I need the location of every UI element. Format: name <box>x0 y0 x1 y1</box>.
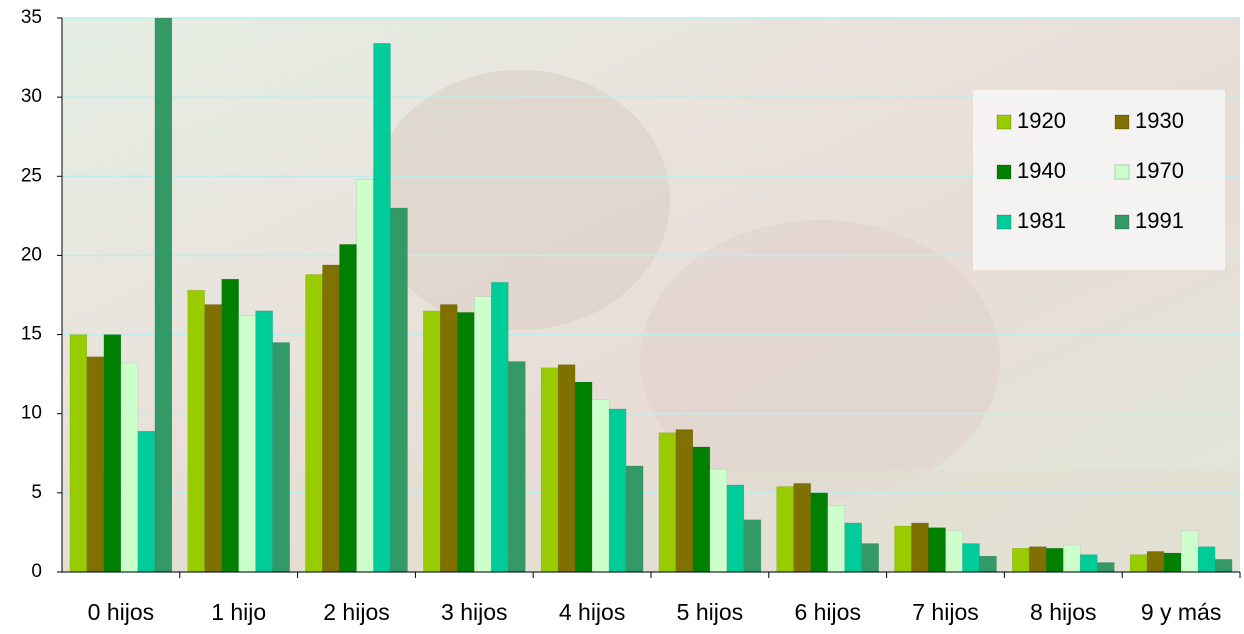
bar <box>120 362 139 573</box>
bar <box>339 244 357 573</box>
bar <box>1146 551 1165 573</box>
legend-label: 1920 <box>1017 108 1066 133</box>
legend-label: 1940 <box>1017 158 1066 183</box>
y-tick-label: 15 <box>21 324 42 345</box>
bar <box>238 315 256 573</box>
x-tick-label: 1 hijo <box>211 599 266 625</box>
legend-label: 1970 <box>1135 158 1184 183</box>
bar <box>423 310 441 573</box>
bar <box>658 432 677 573</box>
legend-swatch <box>1114 114 1130 130</box>
y-tick-label: 30 <box>21 86 42 107</box>
bar <box>1012 548 1030 573</box>
x-tick-label: 5 hijos <box>677 599 743 625</box>
bar <box>204 304 222 573</box>
legend-box <box>973 90 1225 270</box>
bar <box>272 342 290 573</box>
bar <box>305 274 323 573</box>
legend-label: 1991 <box>1135 208 1184 233</box>
y-tick-label: 35 <box>21 7 42 28</box>
bar <box>1063 544 1081 573</box>
x-tick-label: 8 hijos <box>1030 599 1096 625</box>
bar <box>709 468 728 573</box>
x-tick-label: 0 hijos <box>88 599 154 625</box>
y-tick-label: 10 <box>21 403 42 424</box>
legend-swatch <box>996 164 1012 180</box>
bar <box>726 484 745 573</box>
bar <box>979 555 997 573</box>
bar <box>810 492 828 573</box>
bar <box>591 399 610 573</box>
bar <box>675 429 694 573</box>
y-tick-label: 20 <box>21 244 42 265</box>
bar <box>1029 546 1047 573</box>
x-tick-label: 3 hijos <box>441 599 507 625</box>
bar <box>625 465 644 573</box>
y-tick-label: 25 <box>21 165 42 186</box>
bar <box>793 483 811 573</box>
legend-swatch <box>996 214 1012 230</box>
bar <box>356 179 374 573</box>
bar <box>540 367 559 573</box>
bar <box>69 334 88 573</box>
bar <box>508 361 526 573</box>
bar <box>1180 530 1199 573</box>
bar <box>322 264 340 573</box>
bar <box>440 304 458 573</box>
legend-label: 1930 <box>1135 108 1184 133</box>
bar <box>827 505 845 573</box>
bar <box>137 430 156 573</box>
bar <box>474 296 492 573</box>
bar <box>1129 554 1148 573</box>
bar <box>1097 562 1115 573</box>
bar <box>692 446 711 573</box>
bar <box>776 486 794 573</box>
bar <box>154 17 173 573</box>
bar <box>491 282 509 573</box>
bar <box>187 290 205 573</box>
x-tick-label: 9 y más <box>1141 599 1222 625</box>
x-tick-label: 6 hijos <box>794 599 860 625</box>
y-tick-label: 5 <box>31 482 42 503</box>
bar <box>894 525 912 573</box>
bar <box>103 334 122 573</box>
y-tick-label: 0 <box>31 561 42 582</box>
legend-swatch <box>1114 164 1130 180</box>
bar <box>911 522 929 573</box>
bar <box>928 527 946 573</box>
bar <box>1214 559 1233 573</box>
bar <box>373 43 391 573</box>
bar <box>743 519 762 573</box>
bar <box>608 408 627 573</box>
bar <box>457 312 475 573</box>
legend-label: 1981 <box>1017 208 1066 233</box>
bar <box>574 381 593 573</box>
photo-shape <box>370 70 670 330</box>
bar <box>86 356 105 573</box>
bar <box>255 310 273 573</box>
bar <box>962 543 980 573</box>
photo-shape <box>640 220 1000 500</box>
bar <box>557 364 576 573</box>
bar <box>844 522 862 573</box>
bar <box>390 207 408 573</box>
bar <box>1080 554 1098 573</box>
x-tick-label: 4 hijos <box>559 599 625 625</box>
x-tick-label: 7 hijos <box>912 599 978 625</box>
legend-swatch <box>996 114 1012 130</box>
bar <box>861 543 879 573</box>
bar <box>945 530 963 573</box>
legend-swatch <box>1114 214 1130 230</box>
bar <box>221 278 239 573</box>
bar <box>1197 546 1216 573</box>
x-tick-label: 2 hijos <box>323 599 389 625</box>
bar <box>1046 548 1064 573</box>
bar <box>1163 552 1182 573</box>
